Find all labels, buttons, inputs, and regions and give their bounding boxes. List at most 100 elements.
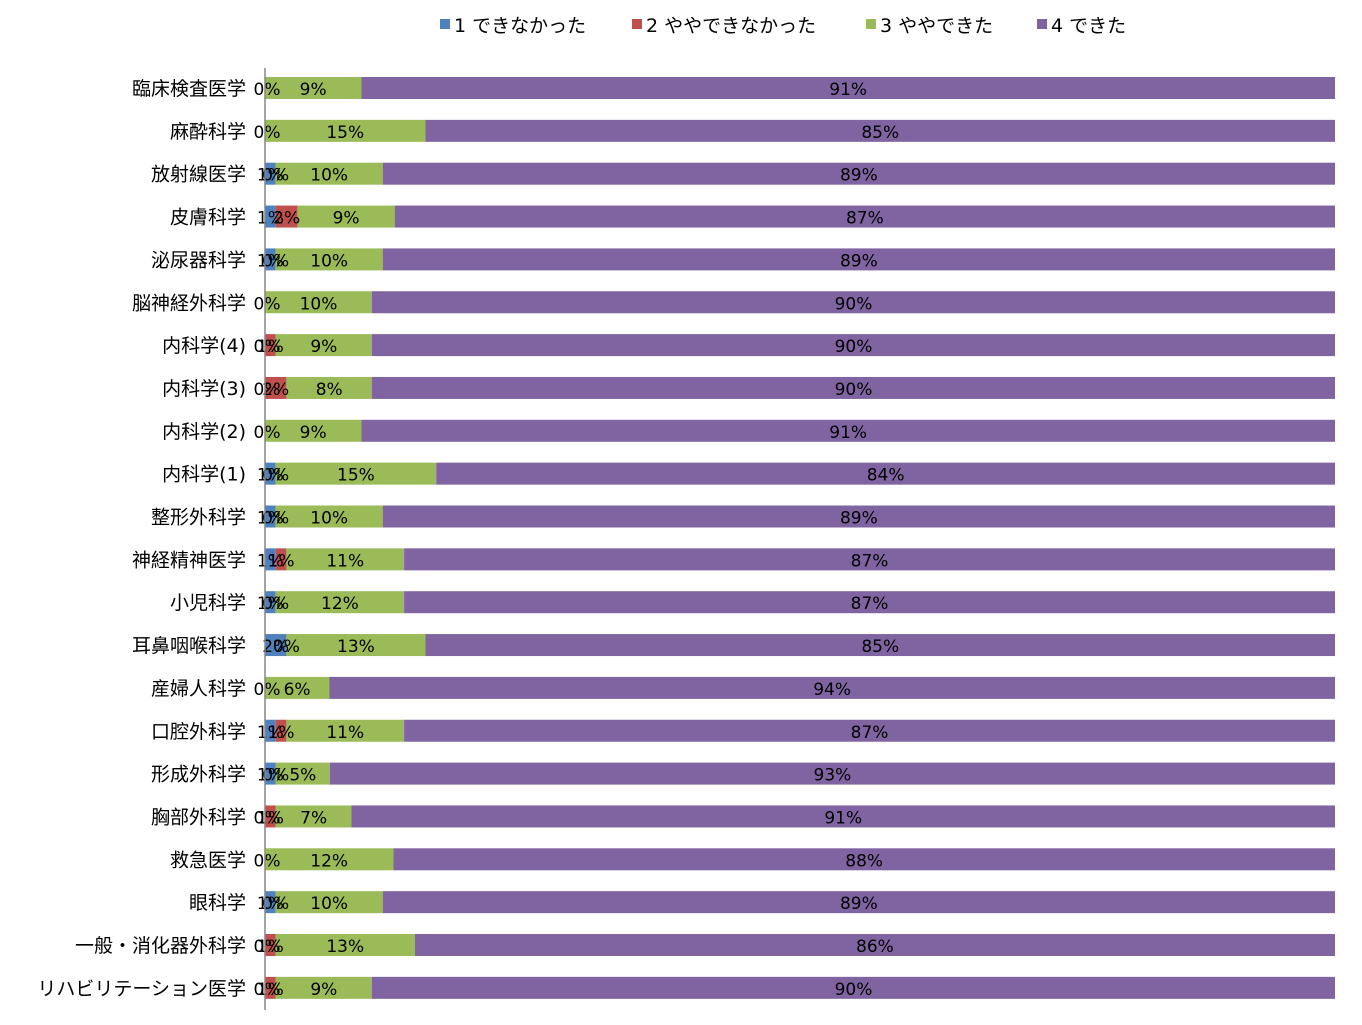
data-label-series-4: 91% (824, 808, 862, 828)
data-label-series-4: 86% (856, 937, 894, 957)
data-label-series-4: 85% (861, 637, 899, 657)
data-label-series-3: 9% (310, 337, 337, 357)
data-label-series-2: 0% (262, 251, 289, 271)
bar-segment-series-3 (275, 805, 352, 828)
bar-segment-series-3 (297, 205, 395, 228)
bar-segment-series-2 (265, 376, 287, 399)
category-label: 形成外科学 (151, 764, 246, 786)
bar-segment-series-4 (351, 805, 1336, 828)
bar-segment-series-1 (265, 505, 276, 528)
data-label-series-3: 15% (337, 466, 375, 486)
data-label-series-1: 0% (254, 123, 281, 143)
data-label-series-4: 87% (851, 551, 889, 571)
category-label: 泌尿器科学 (151, 249, 246, 271)
category-label: 眼科学 (189, 892, 246, 914)
data-label-series-2: 1% (257, 980, 284, 1000)
data-label-series-1: 1% (257, 466, 284, 486)
data-label-series-1: 1% (257, 166, 284, 186)
data-label-series-4: 91% (829, 80, 867, 100)
data-label-series-2: 1% (268, 723, 295, 743)
legend-label-3: 3 ややできた (880, 15, 993, 37)
data-label-series-3: 6% (284, 680, 311, 700)
bar-segment-series-3 (275, 976, 372, 999)
data-label-series-2: 0% (262, 594, 289, 614)
category-label: 救急医学 (170, 849, 246, 871)
bar-segment-series-4 (404, 548, 1336, 571)
bar-segment-series-3 (265, 419, 362, 442)
data-label-series-3: 13% (337, 637, 375, 657)
category-label: 小児科学 (170, 592, 246, 614)
bar-segment-series-2 (275, 205, 298, 228)
data-label-series-1: 1% (257, 894, 284, 914)
bar-segment-series-4 (382, 505, 1335, 528)
data-label-series-4: 85% (861, 123, 899, 143)
category-label: 耳鼻咽喉科学 (132, 635, 246, 657)
data-labels: 0% 9% 91%0% 15% 85%1%0% 10% 89%1%2% 9% 87%1%0% 10… (254, 80, 905, 1000)
data-label-series-3: 11% (326, 551, 364, 571)
bar-segment-series-3 (275, 248, 383, 271)
bar-segment-series-1 (265, 205, 276, 228)
bar-segment-series-4 (382, 248, 1335, 271)
bar-segment-series-3 (275, 891, 383, 914)
bar-segment-series-4 (436, 462, 1335, 485)
data-label-series-2: 0% (262, 509, 289, 529)
data-label-series-4: 84% (867, 466, 905, 486)
data-label-series-1: 0% (254, 294, 281, 314)
data-label-series-4: 89% (840, 894, 878, 914)
bar-segment-series-2 (275, 719, 287, 742)
category-label: 口腔外科学 (151, 721, 246, 743)
category-label: 脳神経外科学 (132, 292, 246, 314)
bar-segment-series-2 (265, 805, 276, 828)
data-label-series-2: 0% (273, 637, 300, 657)
data-label-series-2: 2% (273, 209, 300, 229)
data-label-series-4: 89% (840, 251, 878, 271)
data-label-series-3: 15% (326, 123, 364, 143)
bar-segment-series-4 (425, 119, 1335, 142)
bar-segment-series-3 (275, 162, 383, 185)
bar-segment-series-3 (286, 634, 426, 657)
data-label-series-2: 0% (262, 466, 289, 486)
bar-segment-series-3 (286, 719, 405, 742)
data-label-series-3: 10% (300, 294, 338, 314)
bars (265, 77, 1336, 999)
data-label-series-1: 1% (257, 766, 284, 786)
bar-segment-series-2 (275, 548, 287, 571)
category-label: 内科学(2) (162, 421, 246, 443)
data-label-series-1: 0% (254, 680, 281, 700)
data-label-series-1: 1% (257, 594, 284, 614)
category-label: 臨床検査医学 (132, 78, 246, 100)
data-label-series-2: 2% (262, 380, 289, 400)
data-label-series-3: 7% (300, 808, 327, 828)
bar-segment-series-1 (265, 248, 276, 271)
bar-segment-series-3 (275, 934, 415, 956)
legend-swatch-1 (440, 19, 450, 29)
bar-segment-series-1 (265, 762, 276, 785)
category-label: 内科学(4) (162, 335, 246, 357)
bar-segment-series-4 (393, 848, 1335, 871)
bar-segment-series-4 (372, 291, 1335, 314)
bar-segment-series-4 (361, 419, 1335, 442)
data-label-series-4: 89% (840, 509, 878, 529)
data-label-series-3: 10% (310, 166, 348, 186)
data-label-series-4: 87% (851, 723, 889, 743)
data-label-series-4: 90% (835, 980, 873, 1000)
data-label-series-2: 1% (257, 937, 284, 957)
data-label-series-3: 9% (310, 980, 337, 1000)
bar-segment-series-3 (275, 462, 437, 485)
data-label-series-4: 91% (829, 423, 867, 443)
data-label-series-4: 90% (835, 294, 873, 314)
data-label-series-1: 1% (257, 509, 284, 529)
bar-segment-series-2 (265, 334, 276, 357)
bar-segment-series-3 (265, 676, 330, 699)
data-label-series-2: 1% (257, 808, 284, 828)
data-label-series-2: 0% (262, 894, 289, 914)
data-label-series-1: 2% (262, 637, 289, 657)
data-label-series-4: 93% (814, 766, 852, 786)
bar-segment-series-3 (265, 77, 362, 99)
legend-label-4: 4 できた (1051, 15, 1126, 37)
data-label-series-1: 0% (254, 808, 281, 828)
bar-segment-series-4 (382, 891, 1335, 914)
data-label-series-4: 94% (813, 680, 851, 700)
legend-swatch-3 (866, 19, 876, 29)
